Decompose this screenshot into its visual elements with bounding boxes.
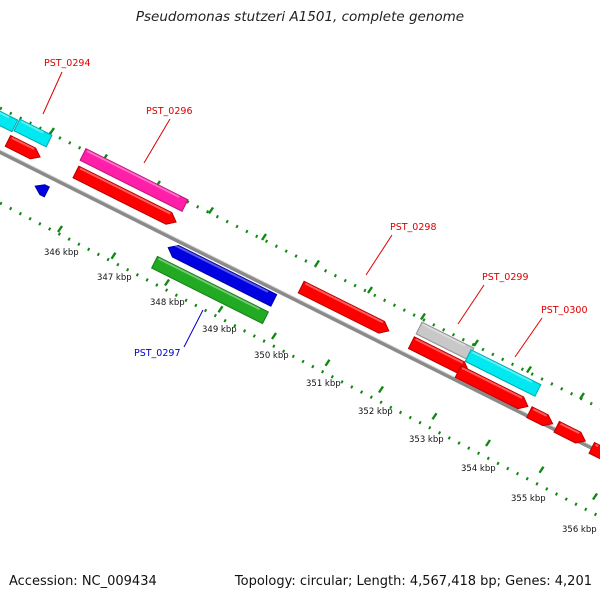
accession-text: Accession: NC_009434 bbox=[9, 574, 157, 589]
scale-track-tick bbox=[538, 466, 545, 474]
outer-track-tick bbox=[49, 127, 55, 135]
outer-track-tick bbox=[579, 392, 585, 400]
gene-label-pst-0299: PST_0299 bbox=[482, 272, 529, 283]
gene-label-leader bbox=[365, 234, 393, 276]
kbp-tick-label: 346 kbp bbox=[44, 248, 79, 258]
outer-track-tick bbox=[526, 365, 532, 374]
kbp-tick-label: 350 kbp bbox=[254, 351, 289, 361]
scale-dotted-track bbox=[0, 201, 600, 519]
outer-track-tick bbox=[367, 286, 373, 294]
scale-track-tick bbox=[485, 439, 491, 447]
gene-arrow bbox=[167, 243, 278, 307]
kbp-tick-label: 354 kbp bbox=[461, 464, 496, 474]
kbp-tick-label: 348 kbp bbox=[150, 298, 185, 308]
genome-backbone bbox=[0, 149, 600, 455]
gene-arrow bbox=[34, 182, 50, 198]
kbp-tick-label: 352 kbp bbox=[358, 407, 393, 417]
kbp-tick-label: 356 kbp bbox=[562, 525, 597, 535]
outer-track-tick bbox=[420, 312, 426, 321]
scale-track-tick bbox=[324, 359, 331, 367]
map-title: Pseudomonas stutzeri A1501, complete gen… bbox=[135, 9, 465, 25]
scale-track-tick bbox=[592, 492, 598, 501]
gene-label-leader bbox=[457, 284, 485, 325]
gene-bar bbox=[13, 118, 53, 148]
gene-label-leader bbox=[183, 309, 204, 348]
gene-arrow bbox=[553, 420, 587, 444]
gene-label-pst-0294: PST_0294 bbox=[44, 58, 91, 69]
gene-label-leader bbox=[514, 317, 543, 358]
outer-track-tick bbox=[208, 206, 214, 215]
gene-bar bbox=[0, 109, 19, 133]
gene-label-pst-0296: PST_0296 bbox=[146, 106, 193, 117]
scale-track-tick bbox=[217, 305, 224, 313]
gene-arrow bbox=[4, 134, 41, 160]
kbp-tick-label: 353 kbp bbox=[409, 435, 444, 445]
gene-arrow bbox=[526, 406, 554, 427]
scale-track-tick bbox=[431, 412, 438, 420]
gene-label-pst-0300: PST_0300 bbox=[541, 305, 588, 316]
gene-arrow bbox=[72, 165, 177, 225]
scale-track-tick bbox=[271, 332, 277, 340]
scale-track-tick bbox=[378, 385, 384, 394]
outer-track-tick bbox=[261, 233, 267, 241]
gene-arrow bbox=[588, 441, 600, 461]
genome-stats-text: Topology: circular; Length: 4,567,418 bp… bbox=[234, 574, 592, 589]
gene-label-leader bbox=[42, 71, 63, 115]
gene-bar bbox=[150, 255, 270, 325]
scale-track-tick bbox=[110, 252, 117, 260]
kbp-tick-label: 347 kbp bbox=[97, 273, 132, 283]
kbp-tick-label: 355 kbp bbox=[511, 494, 546, 504]
outer-track-tick bbox=[314, 259, 320, 268]
kbp-tick-label: 349 kbp bbox=[202, 325, 237, 335]
gene-arrow bbox=[297, 280, 390, 334]
scale-track-tick bbox=[57, 225, 63, 233]
outer-track-tick bbox=[473, 339, 479, 347]
gene-label-pst-0297: PST_0297 bbox=[134, 348, 181, 359]
kbp-tick-label: 351 kbp bbox=[306, 379, 341, 389]
gene-arrow bbox=[454, 365, 529, 410]
gene-bar bbox=[464, 349, 542, 397]
gene-bar bbox=[79, 148, 189, 212]
gene-label-leader bbox=[143, 118, 171, 164]
scale-track-tick bbox=[164, 278, 170, 287]
gene-label-pst-0298: PST_0298 bbox=[390, 222, 437, 233]
outer-dotted-track bbox=[0, 106, 600, 410]
